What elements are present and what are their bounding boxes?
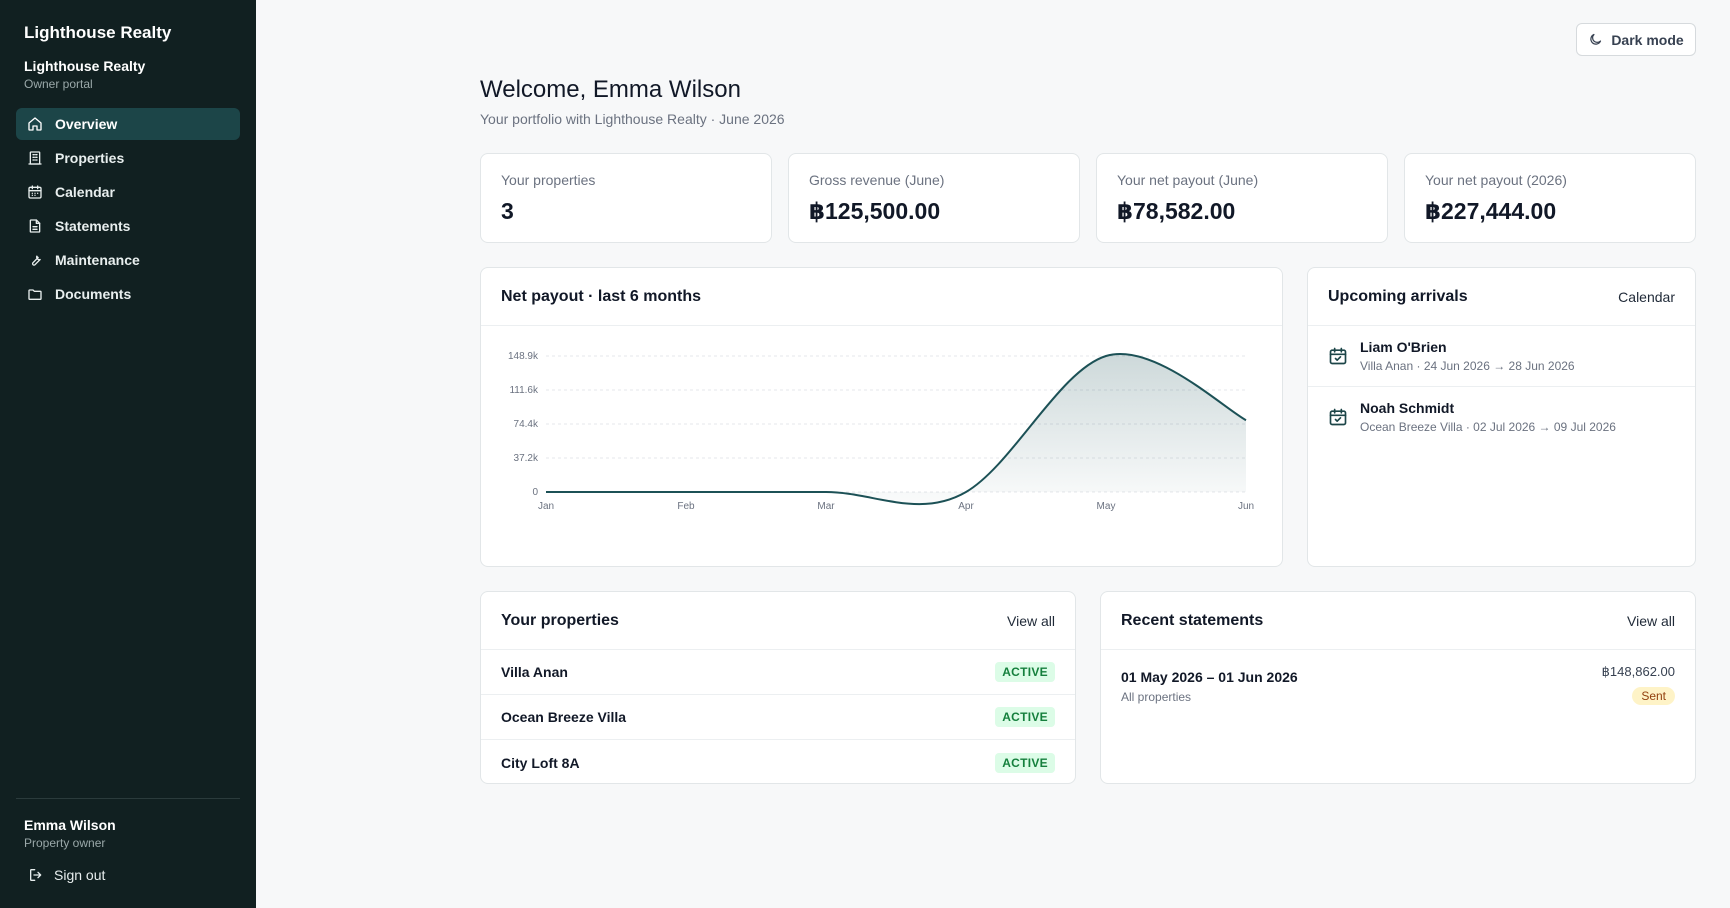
x-tick-label: Apr — [958, 501, 974, 512]
properties-title: Your properties — [501, 611, 619, 629]
brand-logo-text[interactable]: Lighthouse Realty — [24, 23, 172, 42]
x-tick-label: Feb — [677, 501, 695, 512]
dark-mode-label: Dark mode — [1611, 31, 1684, 48]
upcoming-arrivals-card: Upcoming arrivals Calendar Liam O'Brien … — [1307, 267, 1696, 567]
sidebar-item-overview[interactable]: Overview — [16, 108, 240, 140]
arrival-detail: Ocean Breeze Villa · 02 Jul 2026 → 09 Ju… — [1360, 420, 1616, 434]
guest-name: Liam O'Brien — [1360, 339, 1447, 355]
stat-label: Your net payout (June) — [1117, 172, 1259, 188]
guest-name: Noah Schmidt — [1360, 400, 1455, 416]
sidebar-item-label: Statements — [55, 218, 131, 234]
y-tick-label: 37.2k — [514, 453, 539, 464]
stat-value: 3 — [501, 198, 514, 224]
sidebar-item-label: Overview — [55, 116, 118, 132]
chart-area-fill — [546, 353, 1246, 505]
sign-out-button[interactable]: Sign out — [28, 867, 240, 883]
statement-scope: All properties — [1121, 690, 1192, 704]
stat-card-properties: Your properties 3 — [480, 153, 772, 243]
stat-card-gross-revenue: Gross revenue (June) ฿125,500.00 — [788, 153, 1080, 243]
stat-card-net-payout-month: Your net payout (June) ฿78,582.00 — [1096, 153, 1388, 243]
dark-mode-button[interactable]: Dark mode — [1576, 23, 1696, 56]
arrivals-title: Upcoming arrivals — [1328, 287, 1468, 305]
calendar-check-icon — [1328, 346, 1348, 366]
stat-value: ฿227,444.00 — [1425, 198, 1557, 224]
card-header: Your properties View all — [481, 592, 1075, 650]
list-item[interactable]: 01 May 2026 – 01 Jun 2026 All properties… — [1101, 650, 1695, 719]
calendar-link[interactable]: Calendar — [1618, 288, 1675, 305]
y-tick-label: 111.6k — [509, 385, 539, 396]
card-header: Recent statements View all — [1101, 592, 1695, 650]
sidebar-item-label: Properties — [55, 150, 125, 166]
page-subtitle: Your portfolio with Lighthouse Realty · … — [480, 111, 785, 127]
property-name: Villa Anan — [501, 664, 568, 680]
properties-view-all-link[interactable]: View all — [1007, 612, 1055, 629]
x-tick-label: Jan — [538, 501, 554, 512]
chart-title: Net payout · last 6 months — [501, 287, 702, 305]
status-badge: ACTIVE — [995, 752, 1055, 773]
sidebar-nav: Overview Properties Calendar Statements … — [16, 108, 240, 310]
status-badge: ACTIVE — [995, 707, 1055, 727]
wrench-icon — [27, 252, 43, 268]
sidebar-item-label: Documents — [55, 286, 132, 302]
sidebar-item-maintenance[interactable]: Maintenance — [16, 244, 240, 276]
property-name: City Loft 8A — [501, 754, 580, 771]
home-icon — [27, 116, 43, 132]
sidebar-item-documents[interactable]: Documents — [16, 278, 240, 310]
statement-amount: ฿148,862.00 — [1601, 664, 1675, 679]
y-tick-label: 74.4k — [514, 419, 539, 430]
payout-chart-card: Net payout · last 6 months 0 37.2k 74.4k 11… — [480, 267, 1283, 567]
document-icon — [27, 218, 43, 234]
arrival-detail: Villa Anan · 24 Jun 2026 → 28 Jun 2026 — [1360, 359, 1575, 373]
statements-view-all-link[interactable]: View all — [1627, 612, 1675, 629]
table-row[interactable]: Villa Anan ACTIVE — [481, 650, 1075, 695]
moon-icon — [1588, 32, 1611, 47]
x-tick-label: Jun — [1238, 501, 1254, 512]
org-subtitle: Owner portal — [24, 77, 93, 91]
user-name: Emma Wilson — [24, 817, 116, 833]
x-tick-label: May — [1097, 501, 1116, 512]
stat-card-net-payout-year: Your net payout (2026) ฿227,444.00 — [1404, 153, 1696, 243]
table-row[interactable]: Ocean Breeze Villa ACTIVE — [481, 695, 1075, 740]
statement-period: 01 May 2026 – 01 Jun 2026 — [1121, 669, 1298, 685]
statements-title: Recent statements — [1121, 611, 1264, 629]
chart-series-line — [546, 353, 1247, 506]
stat-value: ฿125,500.00 — [809, 198, 941, 224]
stat-label: Your net payout (2026) — [1425, 172, 1567, 188]
stat-label: Your properties — [501, 172, 596, 188]
sidebar-item-properties[interactable]: Properties — [16, 142, 240, 174]
sidebar-item-label: Calendar — [55, 184, 115, 200]
y-tick-label: 0 — [532, 487, 538, 498]
sidebar-item-label: Maintenance — [55, 252, 140, 268]
folder-icon — [27, 286, 43, 302]
card-header: Net payout · last 6 months — [481, 268, 1282, 326]
sidebar: Lighthouse Realty Lighthouse Realty Owne… — [0, 0, 256, 908]
status-badge: ACTIVE — [995, 662, 1055, 682]
payout-chart: 0 37.2k 74.4k 111.6k 148.9k Jan Feb Mar Apr May Ju… — [508, 351, 1254, 512]
sign-out-label: Sign out — [54, 867, 106, 883]
status-badge: Sent — [1632, 687, 1675, 705]
card-header: Upcoming arrivals Calendar — [1308, 268, 1695, 326]
calendar-icon — [27, 184, 43, 200]
table-row[interactable]: City Loft 8A ACTIVE — [481, 740, 1075, 785]
list-item[interactable]: Noah Schmidt Ocean Breeze Villa · 02 Jul… — [1308, 387, 1695, 448]
recent-statements-card: Recent statements View all 01 May 2026 –… — [1100, 591, 1696, 784]
calendar-check-icon — [1328, 407, 1348, 427]
property-name: Ocean Breeze Villa — [501, 709, 627, 725]
user-role: Property owner — [24, 836, 106, 850]
sidebar-footer: Emma Wilson Property owner Sign out — [16, 798, 240, 883]
sidebar-item-statements[interactable]: Statements — [16, 210, 240, 242]
logout-icon — [28, 867, 54, 883]
stat-value: ฿78,582.00 — [1117, 198, 1236, 224]
y-tick-label: 148.9k — [508, 351, 539, 362]
x-tick-label: Mar — [817, 501, 835, 512]
sidebar-item-calendar[interactable]: Calendar — [16, 176, 240, 208]
list-item[interactable]: Liam O'Brien Villa Anan · 24 Jun 2026 → … — [1308, 326, 1695, 387]
building-icon — [27, 150, 43, 166]
properties-card: Your properties View all Villa Anan ACTI… — [480, 591, 1076, 784]
stat-label: Gross revenue (June) — [809, 172, 945, 188]
page-title: Welcome, Emma Wilson — [480, 76, 741, 103]
org-name: Lighthouse Realty — [24, 58, 146, 74]
